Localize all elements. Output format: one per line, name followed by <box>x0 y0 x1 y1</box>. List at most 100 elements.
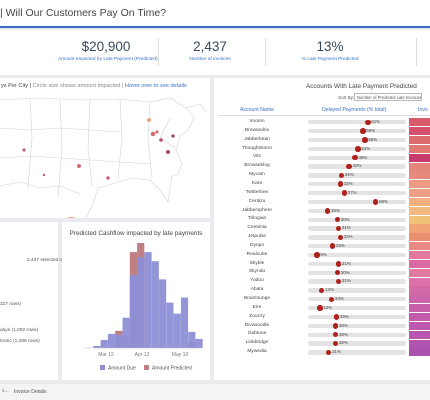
delay-dot <box>334 216 341 223</box>
sort-by-select[interactable]: Number of Predicted Late Invoices <box>354 93 422 101</box>
bar-amount-due <box>93 345 101 348</box>
table-row[interactable]: Divanoodle 28% <box>214 321 430 331</box>
account-name: Jabberbean <box>244 136 270 142</box>
delay-percent: 37% <box>347 189 357 195</box>
delay-track <box>308 199 406 205</box>
delay-dot <box>352 154 358 161</box>
delay-dot <box>337 234 344 241</box>
table-row[interactable]: Brainlounge 24% <box>214 295 430 304</box>
city-map-panel[interactable]: ys Per City | Circle size shows amount i… <box>0 78 210 218</box>
invoice-heat-cell <box>409 321 430 330</box>
kpi-strip: $20,900 Amount Impacted by Late Payment … <box>0 30 430 75</box>
table-row[interactable]: Jabbersphere 20% <box>214 206 430 216</box>
table-row[interactable]: Linkbridge 28% <box>214 339 430 348</box>
x-tick-label: Mar 12 <box>98 352 114 358</box>
table-row[interactable]: Browseblog 42% <box>214 162 430 171</box>
map-subtitle: Circle size shows amount impacted | <box>31 83 124 89</box>
selection-summary-panel: 2,437 selected rows 327 rows) days (1,00… <box>0 222 70 380</box>
invoice-heat-cell <box>409 295 430 304</box>
invoice-heat-cell <box>409 189 430 198</box>
cashflow-chart[interactable]: Mar 12 Apr 12 May 10 Amount Due Amount P… <box>62 222 210 380</box>
table-row[interactable]: Skyble 31% <box>214 259 430 269</box>
table-row[interactable]: Vitz 48% <box>214 153 430 162</box>
delay-track <box>308 314 406 320</box>
invoice-heat-cell <box>409 286 430 295</box>
delay-dot <box>328 296 335 302</box>
account-name: Skyndu <box>248 269 266 275</box>
table-row[interactable]: Twitterbee 37% <box>214 189 430 198</box>
table-row[interactable]: Gabtune 28% <box>214 330 430 339</box>
table-row[interactable]: Browsedrix 56% <box>214 127 430 136</box>
tab-invoice-details[interactable]: Invoice Details <box>14 389 47 395</box>
account-name: Thoughtstorm <box>241 145 273 151</box>
table-row[interactable]: Kare 33% <box>214 180 430 189</box>
tab-overflow[interactable]: s... <box>2 388 9 394</box>
delay-percent: 31% <box>341 278 351 284</box>
delay-dot <box>317 305 323 311</box>
bar-amount-due <box>129 275 137 348</box>
selected-rows-text: 2,437 selected rows <box>27 258 70 263</box>
table-row[interactable]: Jetpulse 33% <box>214 233 430 242</box>
delay-percent: 30% <box>340 269 350 275</box>
delay-track <box>308 235 406 240</box>
delay-track <box>308 120 406 125</box>
delay-track <box>308 270 406 275</box>
delay-percent: 21% <box>332 349 341 355</box>
table-row[interactable]: Jabberbean 58% <box>214 135 430 145</box>
table-row[interactable]: Mywedia 21% <box>214 348 430 357</box>
account-name: Centizu <box>248 198 266 204</box>
invoice-heat-cell <box>409 127 430 136</box>
table-row[interactable]: Zoozzy 29% <box>214 312 430 322</box>
account-name: Jabbersphere <box>242 207 272 213</box>
table-row[interactable]: Skyndu 30% <box>214 268 430 277</box>
us-map[interactable] <box>0 78 210 218</box>
delay-dot <box>335 261 342 267</box>
table-row[interactable]: Centizu 69% <box>214 197 430 207</box>
delay-track <box>308 252 406 258</box>
invoice-heat-cell <box>409 197 430 207</box>
delay-track <box>308 226 406 231</box>
table-row[interactable]: Eire 12% <box>214 304 430 313</box>
delay-percent: 58% <box>368 136 378 142</box>
account-name: Voonm <box>249 119 265 124</box>
table-row[interactable]: Voonm 61% <box>214 118 430 127</box>
delay-percent: 33% <box>343 181 353 187</box>
delay-track <box>308 306 406 311</box>
table-row[interactable]: Trilogian 30% <box>214 215 430 224</box>
invoice-heat-cell <box>409 242 430 251</box>
invoice-heat-cell <box>409 180 430 189</box>
table-row[interactable]: Realcube 9% <box>214 251 430 260</box>
invoice-heat-cell <box>409 215 430 224</box>
table-row[interactable]: Centimia 31% <box>214 224 430 233</box>
invoice-heat-cell <box>409 233 430 242</box>
delay-track <box>308 341 406 346</box>
legend-swatch-predicted <box>144 365 149 370</box>
delay-track <box>308 261 406 267</box>
account-name: Mywedia <box>247 349 267 355</box>
delay-track <box>308 164 406 169</box>
delay-dot <box>362 137 368 143</box>
account-name: Vitz <box>252 154 262 160</box>
filter-note-3: tronic (1,086 rows) <box>0 339 40 344</box>
kpi-value: 13% <box>316 39 344 54</box>
sheet-tabs: s... Invoice Details <box>0 384 430 400</box>
invoice-heat-cell <box>409 162 430 171</box>
table-row[interactable]: Yodoo 31% <box>214 277 430 286</box>
column-header-invoices[interactable]: Invo <box>418 107 428 113</box>
account-name: Browseblog <box>244 163 270 169</box>
table-row[interactable]: Abata 14% <box>214 286 430 295</box>
invoice-heat-cell <box>409 304 430 313</box>
column-header-account[interactable]: Account Name <box>240 107 275 113</box>
bar-amount-due <box>151 261 159 348</box>
cashflow-panel: Predicted Cashflow impacted by late paym… <box>62 222 210 380</box>
table-row[interactable]: Mycam 34% <box>214 171 430 180</box>
filter-note-1: 327 rows) <box>0 302 22 307</box>
accounts-panel: Accounts With Late Payment Predicted Sor… <box>214 78 430 380</box>
account-name: Browsedrix <box>244 127 270 133</box>
table-row[interactable]: Dynpo 25% <box>214 242 430 251</box>
bar-amount-due <box>115 334 123 348</box>
table-row[interactable]: Thoughtstorm 51% <box>214 144 430 154</box>
column-header-delayed[interactable]: Delayed Payments (% total) <box>322 107 387 113</box>
kpi-label: % Late Payment Predicted <box>301 57 359 62</box>
